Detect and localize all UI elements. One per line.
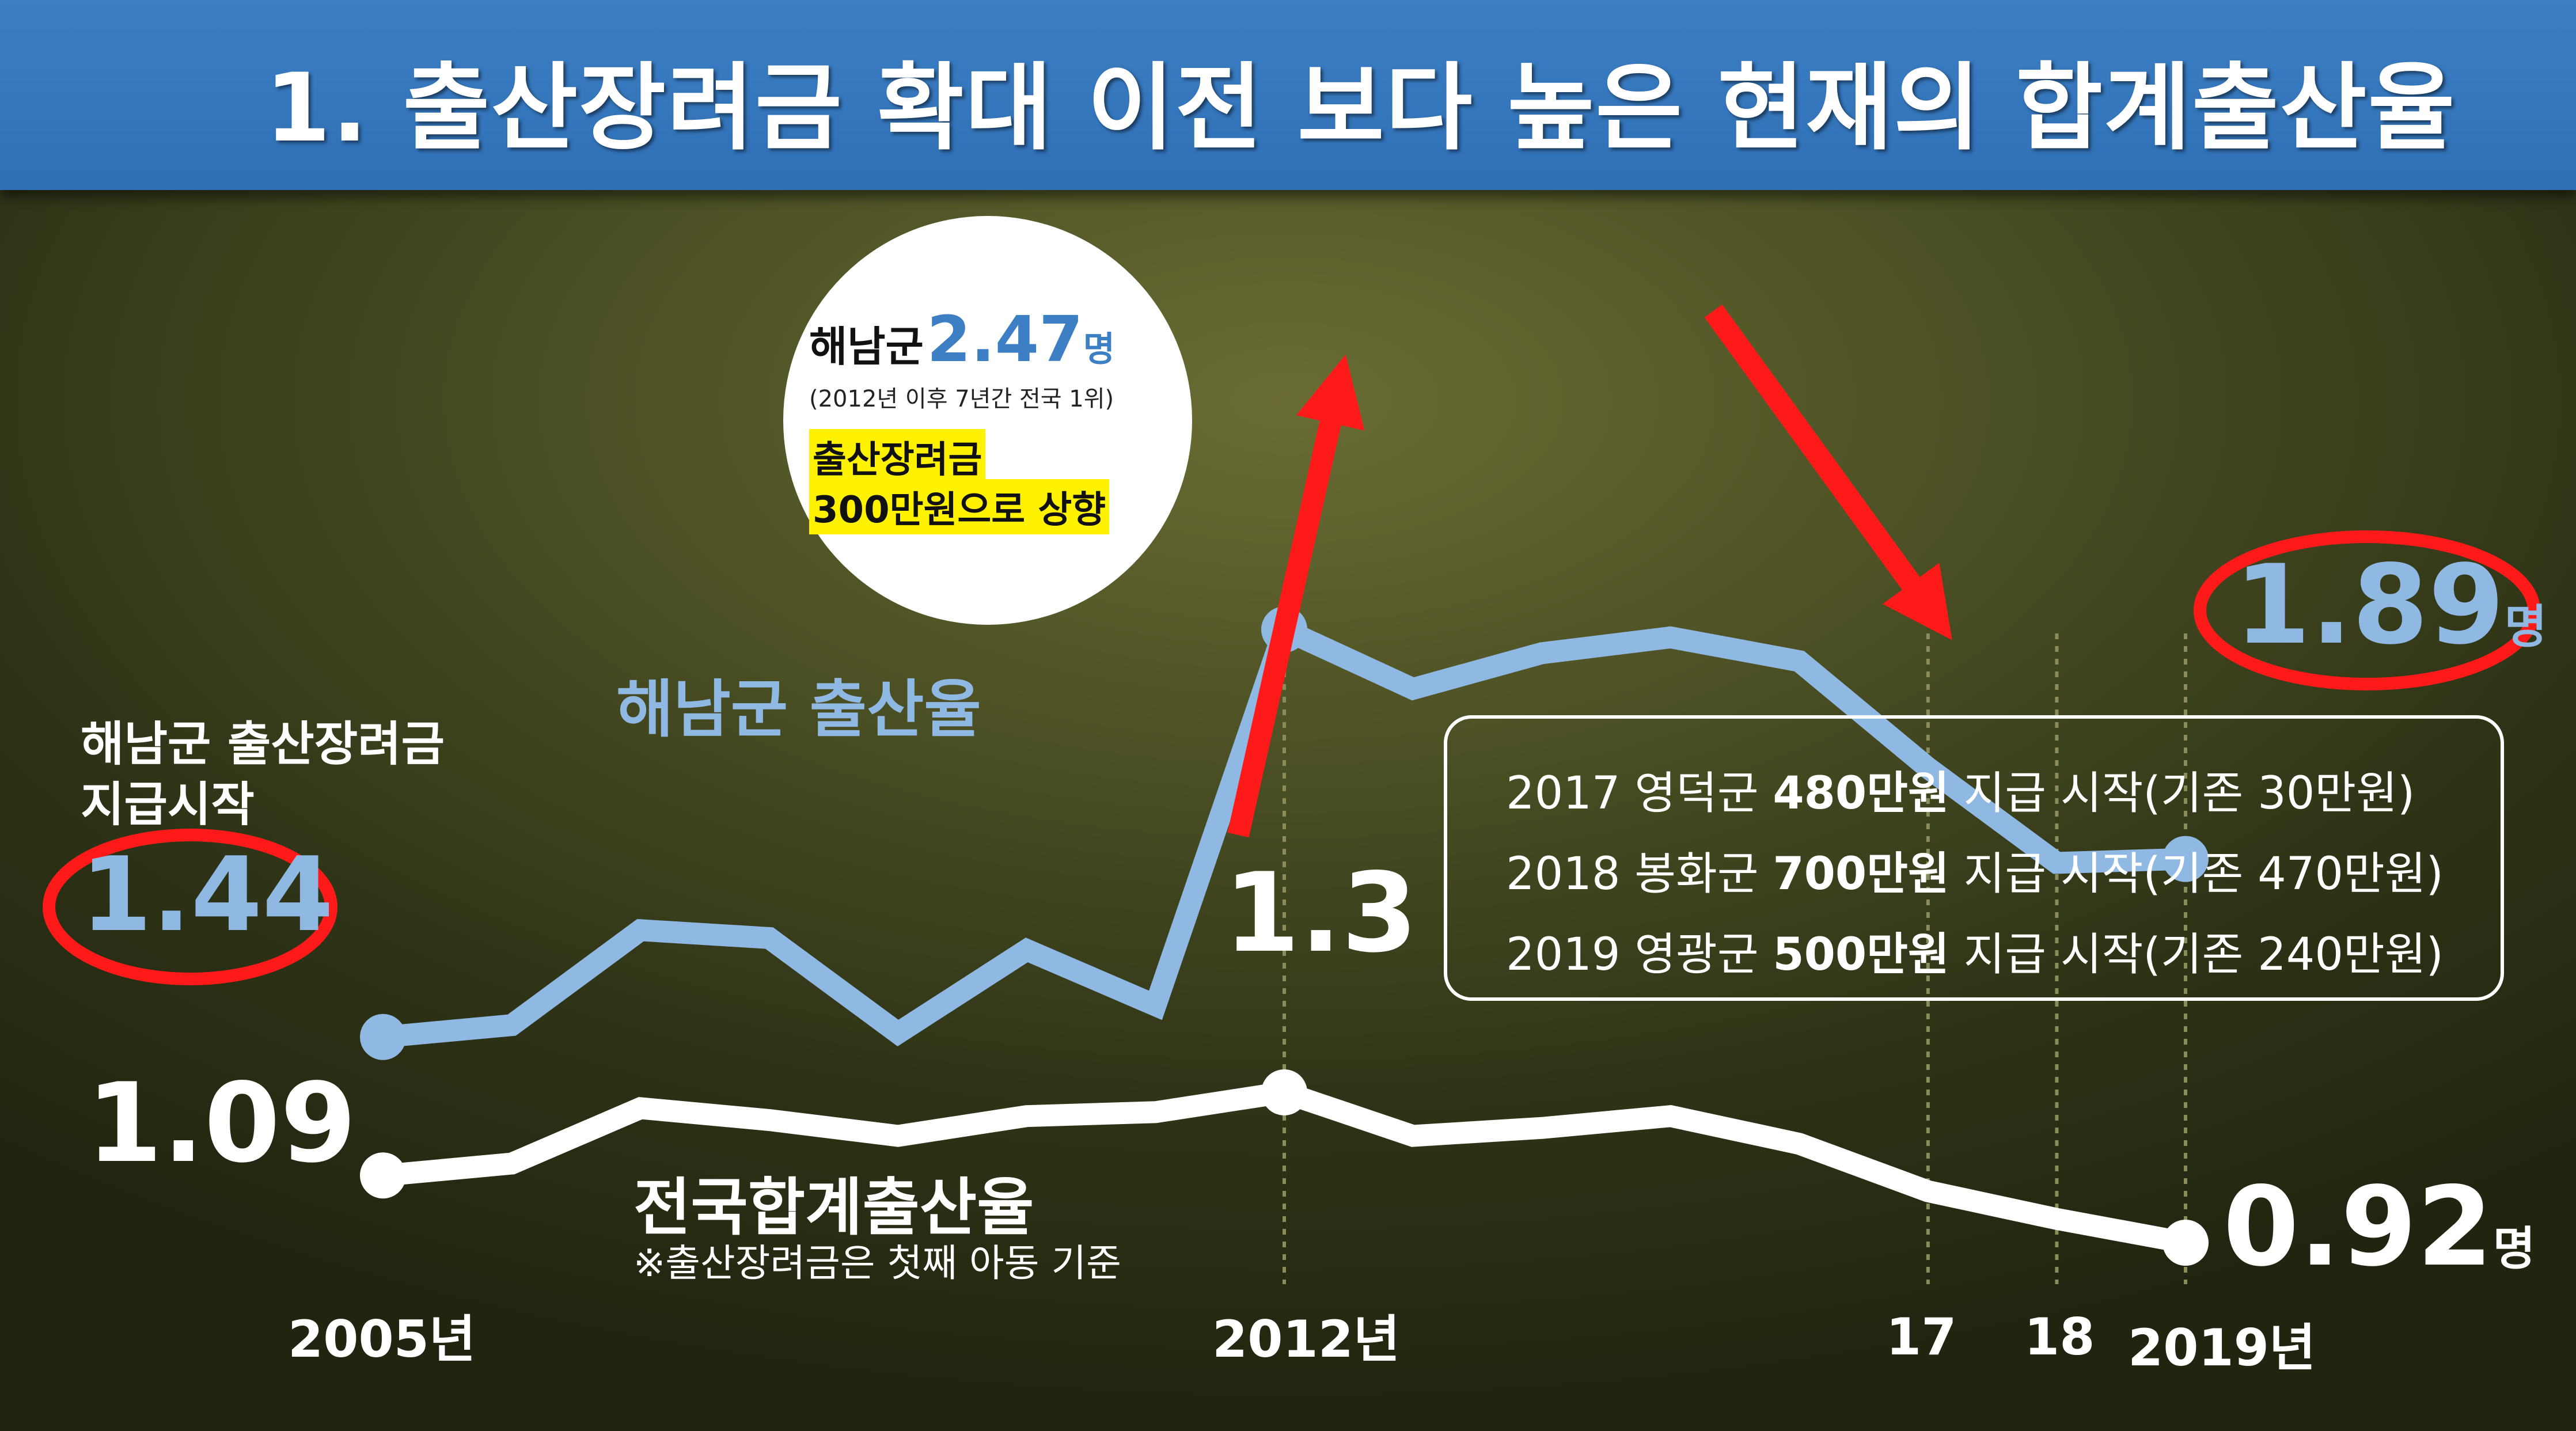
bubble-unit: 명 bbox=[1083, 329, 1115, 370]
national-2012-value: 1.3 bbox=[1224, 849, 1418, 977]
bubble-value: 2.47 bbox=[927, 302, 1083, 376]
x-tick-2005: 2005년 bbox=[288, 1309, 476, 1369]
x-tick-2019: 2019년 bbox=[2128, 1318, 2316, 1377]
series-1-point-2012 bbox=[1261, 1069, 1307, 1115]
highlight-ellipse-start bbox=[43, 829, 337, 985]
bubble-title: 해남군 2.47명 bbox=[809, 302, 1115, 376]
bubble-subtext: (2012년 이후 7년간 전국 1위) bbox=[809, 386, 1114, 412]
chart-title: 1. 출산장려금 확대 이전 보다 높은 현재의 합계출산율 bbox=[265, 53, 2456, 163]
info-row-2019-amount: 500만원 bbox=[1773, 929, 1949, 981]
x-tick-2012: 2012년 bbox=[1212, 1309, 1400, 1369]
start-note-line2: 지급시작 bbox=[81, 777, 255, 832]
haenam-end-value: 1.89명 bbox=[2234, 541, 2547, 669]
x-tick-2017: 17 bbox=[1886, 1307, 1957, 1367]
haenam-end-unit: 명 bbox=[2504, 600, 2547, 654]
info-row-2017-pre: 2017 영덕군 bbox=[1506, 768, 1773, 819]
bubble-region: 해남군 bbox=[809, 322, 924, 371]
bubble-highlight-line1: 출산장려금 bbox=[809, 429, 986, 484]
info-row-2019-pre: 2019 영광군 bbox=[1506, 929, 1773, 981]
info-row-2017-post: 지급 시작(기존 30만원) bbox=[1949, 768, 2415, 819]
haenam-series-label: 해남군 출산율 bbox=[616, 674, 981, 746]
info-row-2019-post: 지급 시작(기존 240만원) bbox=[1949, 929, 2444, 981]
x-tick-2018: 18 bbox=[2024, 1307, 2095, 1367]
info-row-2017: 2017 영덕군 480만원 지급 시작(기존 30만원) bbox=[1506, 757, 2415, 822]
info-row-2018: 2018 봉화군 700만원 지급 시작(기존 470만원) bbox=[1506, 838, 2444, 902]
info-row-2018-post: 지급 시작(기존 470만원) bbox=[1949, 848, 2444, 900]
national-end-unit: 명 bbox=[2492, 1222, 2536, 1276]
haenam-end-number: 1.89 bbox=[2234, 541, 2505, 669]
series-1-point-2019 bbox=[2163, 1220, 2209, 1266]
haenam-start-value: 1.44 bbox=[81, 835, 334, 954]
title-bar: 1. 출산장려금 확대 이전 보다 높은 현재의 합계출산율 bbox=[0, 0, 2576, 190]
info-box bbox=[1444, 715, 2504, 1001]
national-note: ※출산장려금은 첫째 아동 기준 bbox=[633, 1241, 1121, 1285]
national-end-number: 0.92 bbox=[2223, 1163, 2493, 1290]
national-series-label: 전국합계출산율 bbox=[633, 1172, 1034, 1244]
national-start-value: 1.09 bbox=[86, 1060, 356, 1187]
fall-arrow bbox=[1704, 304, 1952, 640]
series-1-point-2005 bbox=[360, 1152, 406, 1199]
series-0-point-2019 bbox=[2163, 836, 2209, 882]
info-row-2018-pre: 2018 봉화군 bbox=[1506, 848, 1773, 900]
info-row-2019: 2019 영광군 500만원 지급 시작(기존 240만원) bbox=[1506, 918, 2444, 983]
start-note-line1: 해남군 출산장려금 bbox=[81, 717, 445, 772]
bubble-circle bbox=[783, 216, 1192, 625]
highlight-ellipse-end bbox=[2194, 530, 2540, 690]
series-0-point-2005 bbox=[360, 1014, 406, 1060]
national-end-value: 0.92명 bbox=[2223, 1163, 2535, 1290]
info-row-2017-amount: 480만원 bbox=[1773, 768, 1949, 819]
bubble-highlight-line2: 300만원으로 상향 bbox=[809, 479, 1110, 534]
rise-arrow bbox=[1227, 354, 1365, 838]
info-row-2018-amount: 700만원 bbox=[1773, 848, 1949, 900]
